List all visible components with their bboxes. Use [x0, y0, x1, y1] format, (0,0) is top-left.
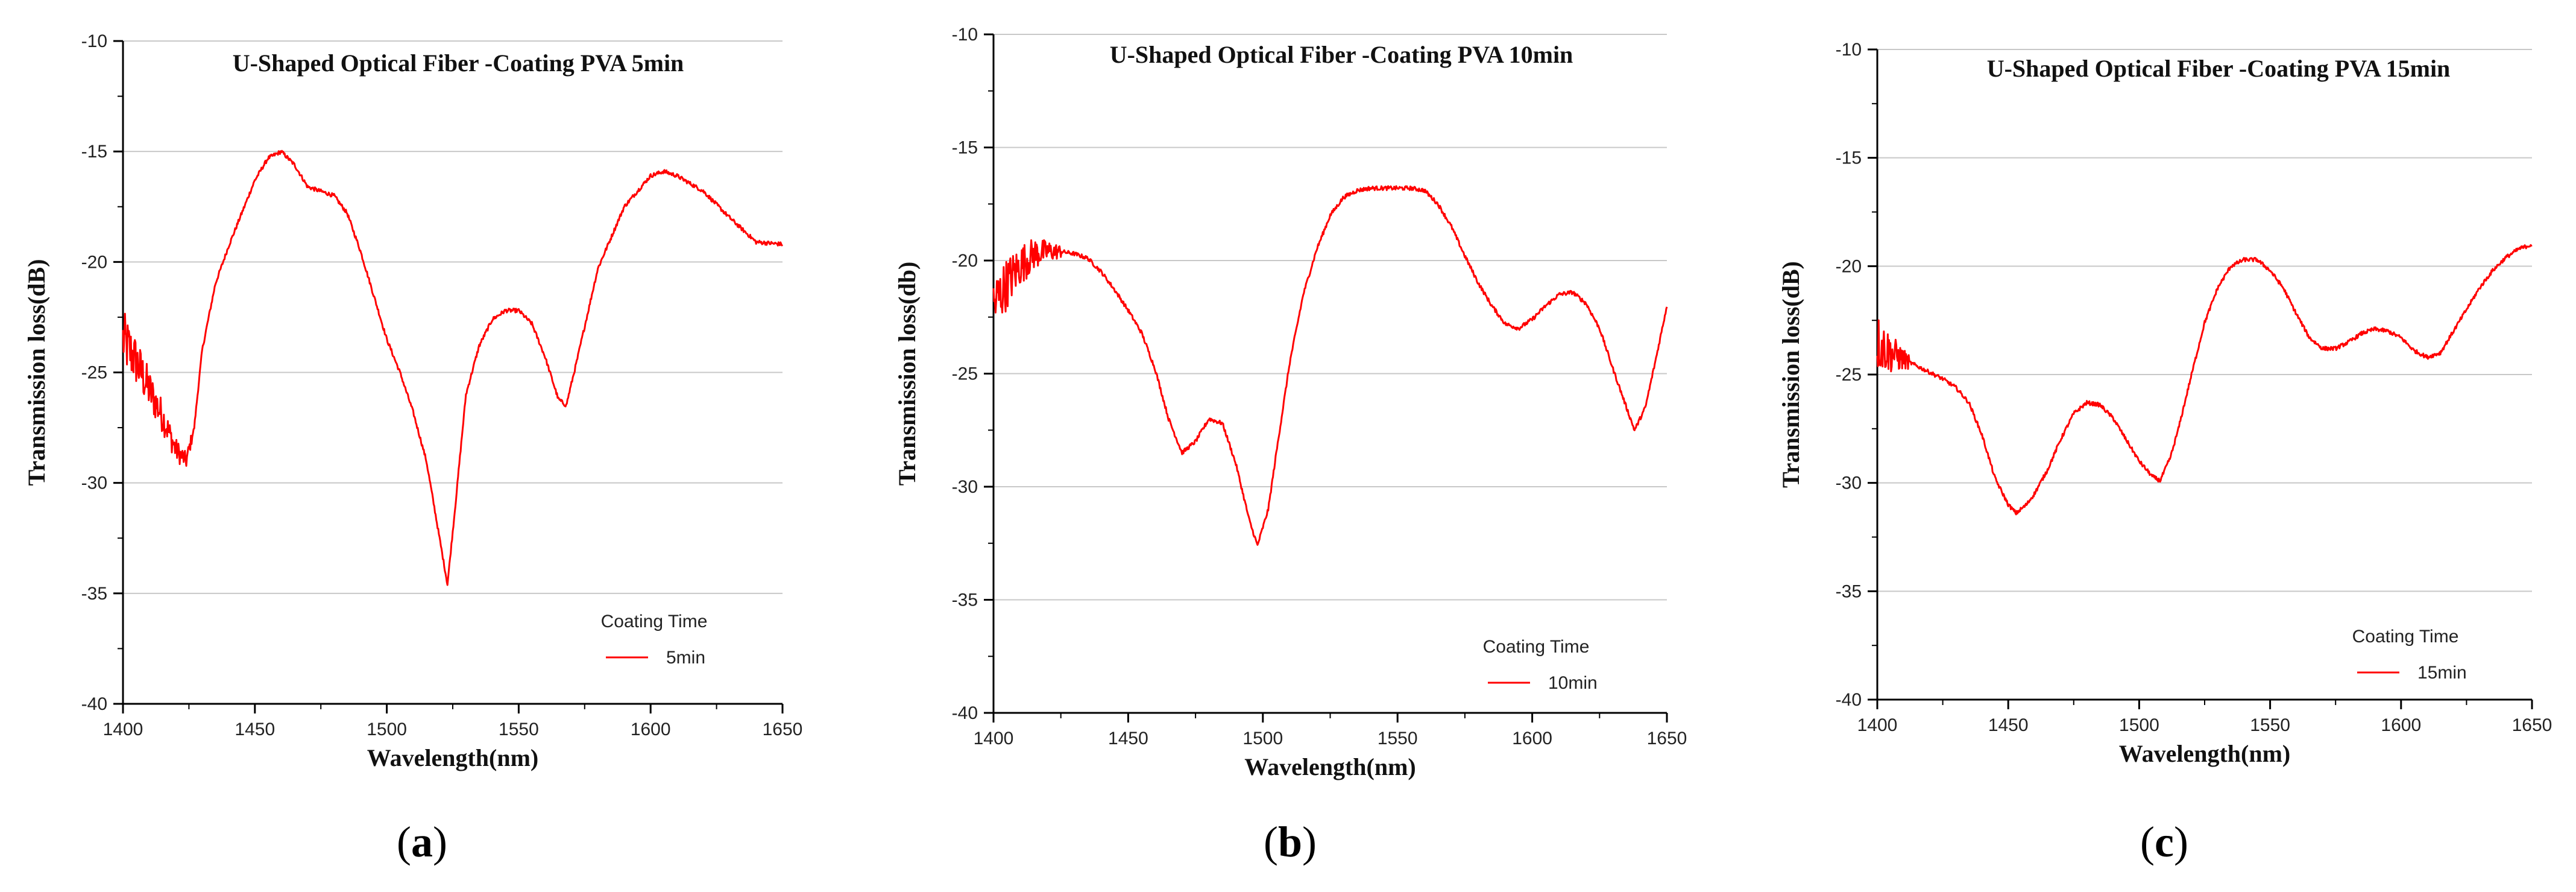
x-tick-label: 1450 — [1988, 715, 2029, 735]
series-line-10min — [992, 185, 1668, 546]
chart-title: U-Shaped Optical Fiber -Coating PVA 5min — [233, 49, 684, 77]
y-tick-label: -20 — [1836, 256, 1862, 276]
x-tick-label: 1550 — [1378, 729, 1418, 748]
y-tick-label: -15 — [1836, 148, 1862, 168]
series-line-5min — [122, 150, 784, 586]
y-tick-label: -20 — [952, 251, 978, 271]
x-tick-label: 1550 — [2250, 715, 2290, 735]
x-tick-label: 1600 — [631, 720, 671, 739]
chart-panel-c: -10 -15 -20 -25 -30 -35 -40 1400 1450 1500 1550 160… — [1777, 40, 2552, 866]
panel-label-letter: c — [2155, 818, 2174, 866]
y-tick-label: -30 — [1836, 473, 1862, 493]
y-tick-label: -10 — [952, 25, 978, 45]
x-tick-label: 1600 — [2381, 715, 2421, 735]
y-axis-label: Transmission loss(dB) — [1777, 261, 1804, 488]
x-tick-label: 1600 — [1512, 729, 1552, 748]
chart-panel-b: -10 -15 -20 -25 -30 -35 -40 1400 1450 1500 1550 160… — [893, 25, 1687, 866]
y-tick-label: -40 — [952, 703, 978, 723]
x-axis-label: Wavelength(nm) — [1244, 753, 1416, 780]
panel-label-letter: a — [411, 818, 433, 866]
y-tick-label: -20 — [81, 252, 107, 272]
legend-label: 5min — [666, 648, 705, 668]
x-tick-label: 1400 — [974, 729, 1014, 748]
y-tick-label: -25 — [952, 364, 978, 384]
chart-panel-a: -10 -15 -20 -25 -30 -35 -40 1400 1450 1500 1550 160… — [23, 31, 802, 866]
y-axis-label: Transmission loss(dB) — [23, 259, 50, 486]
panel-label-open-paren: ( — [397, 818, 411, 866]
x-tick-label: 1650 — [1647, 729, 1687, 748]
y-tick-label: -40 — [1836, 690, 1862, 710]
x-tick-label: 1550 — [499, 720, 539, 739]
x-tick-label: 1450 — [1108, 729, 1148, 748]
x-tick-label: 1650 — [2512, 715, 2552, 735]
y-tick-label: -25 — [1836, 365, 1862, 385]
x-tick-label: 1500 — [367, 720, 407, 739]
panel-label-letter: b — [1278, 818, 1302, 866]
y-tick-label: -15 — [81, 142, 107, 162]
y-tick-label: -40 — [81, 694, 107, 714]
y-tick-label: -35 — [81, 584, 107, 604]
chart-title: U-Shaped Optical Fiber -Coating PVA 15mi… — [1987, 55, 2451, 82]
legend-label: 15min — [2417, 663, 2467, 683]
y-tick-label: -15 — [952, 138, 978, 158]
y-tick-label: -30 — [81, 473, 107, 493]
panel-label-open-paren: ( — [1264, 818, 1278, 866]
y-tick-label: -35 — [952, 590, 978, 610]
x-tick-label: 1400 — [103, 720, 143, 739]
x-axis-label: Wavelength(nm) — [2119, 740, 2290, 767]
x-axis-label: Wavelength(nm) — [367, 744, 538, 771]
x-tick-label: 1500 — [1242, 729, 1283, 748]
legend-title: Coating Time — [2352, 627, 2459, 647]
y-tick-label: -10 — [81, 31, 107, 51]
legend-label: 10min — [1548, 673, 1598, 693]
legend-title: Coating Time — [1483, 637, 1590, 657]
x-tick-label: 1450 — [235, 720, 275, 739]
x-tick-label: 1500 — [2119, 715, 2159, 735]
panel-label-close-paren: ) — [1302, 818, 1317, 866]
legend-title: Coating Time — [601, 612, 708, 631]
panel-label-close-paren: ) — [2174, 818, 2188, 866]
y-tick-label: -30 — [952, 477, 978, 497]
series-line-15min — [1876, 244, 2533, 516]
chart-title: U-Shaped Optical Fiber -Coating PVA 10mi… — [1110, 41, 1573, 68]
x-tick-label: 1650 — [763, 720, 803, 739]
y-axis-label: Transmission loss(db) — [893, 262, 921, 486]
panel-label-close-paren: ) — [433, 818, 447, 866]
y-tick-label: -10 — [1836, 40, 1862, 60]
x-tick-label: 1400 — [1857, 715, 1898, 735]
panel-label-open-paren: ( — [2140, 818, 2155, 866]
panel-label: (c) — [2140, 818, 2188, 866]
panel-label: (b) — [1264, 818, 1317, 866]
panel-label: (a) — [397, 818, 447, 866]
y-tick-label: -25 — [81, 363, 107, 383]
y-tick-label: -35 — [1836, 581, 1862, 601]
